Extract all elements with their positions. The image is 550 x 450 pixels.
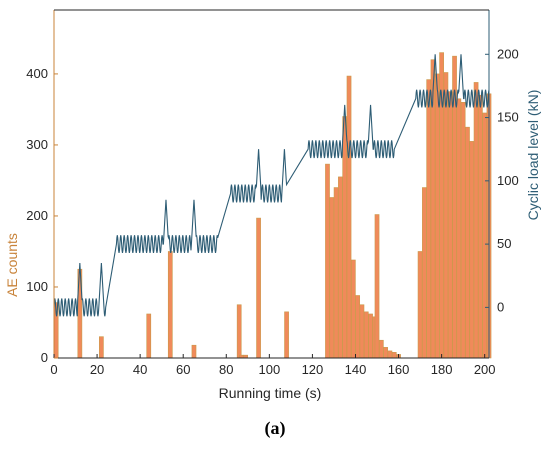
ae-bar-15 [342,116,348,359]
tick-labels: 0 20 40 60 80 100 120 140 160 180 200 0 100 200 300 400… [26,46,518,377]
x-tick-label-120: 120 [302,362,324,377]
ae-bar-27 [391,352,397,359]
ae-bar-33 [434,73,440,359]
axes [53,9,490,359]
ae-bar-36 [447,91,453,359]
ae-bar-25 [383,347,388,359]
ae-bar-6 [236,304,242,359]
ae-bar-26 [387,350,393,359]
ae-bar-29 [417,251,423,359]
ae-bar-23 [374,214,380,359]
ae-bar-35 [443,72,449,359]
ae-bar-12 [329,197,335,359]
ae-bar-40 [465,126,470,359]
ae-bar-31 [426,79,432,359]
x-axis-label: Running time (s) [219,385,322,401]
y-left-tick-label-400: 400 [26,66,48,81]
y-right-tick-label-150: 150 [497,110,519,125]
ae-bar-4 [167,251,173,359]
ae-bar-11 [325,163,330,359]
ae-bar-44 [482,112,488,359]
ae-bar-13 [333,187,339,359]
load-level-line [53,54,490,317]
x-tick-label-180: 180 [431,362,453,377]
load-level-series [53,54,490,317]
ae-bar-5 [191,344,197,359]
ae-bar-24 [378,339,384,359]
y-right-tick-label-100: 100 [497,173,519,188]
ae-bar-9 [256,217,261,359]
x-tick-label-80: 80 [219,362,233,377]
ae-bar-38 [456,98,462,359]
y-left-tick-label-0: 0 [41,350,48,365]
ae-bar-14 [338,176,343,359]
ae-bar-3 [146,313,152,359]
ae-bar-41 [469,141,475,359]
ae-bar-2 [99,336,104,359]
ae-bar-19 [359,304,365,359]
ae-bar-43 [478,94,483,359]
ae-bar-21 [368,313,373,359]
ae-bar-30 [422,187,427,359]
ae-bars [53,52,492,359]
ae-bar-16 [346,75,352,359]
x-tick-label-200: 200 [474,362,496,377]
y-axis-right-label: Cyclic load level (kN) [525,90,541,221]
ae-bar-42 [473,82,479,359]
ae-bar-18 [355,295,360,359]
x-tick-label-140: 140 [345,362,367,377]
x-tick-label-40: 40 [133,362,147,377]
x-tick-label-20: 20 [90,362,104,377]
y-left-tick-label-200: 200 [26,208,48,223]
y-right-tick-label-0: 0 [497,299,504,314]
y-left-tick-label-300: 300 [26,137,48,152]
figure-caption: (a) [264,418,286,438]
x-tick-label-100: 100 [258,362,280,377]
y-right-tick-label-200: 200 [497,46,519,61]
y-right-tick-label-50: 50 [497,236,511,251]
ae-bar-17 [350,259,356,359]
x-tick-label-60: 60 [176,362,190,377]
ae-bar-20 [363,311,369,359]
x-tick-label-160: 160 [388,362,410,377]
y-axis-left-label: AE counts [4,233,20,297]
ae-bar-39 [460,102,466,359]
ae-bar-10 [284,311,289,359]
x-tick-label-0: 0 [50,362,57,377]
y-left-tick-label-100: 100 [26,279,48,294]
